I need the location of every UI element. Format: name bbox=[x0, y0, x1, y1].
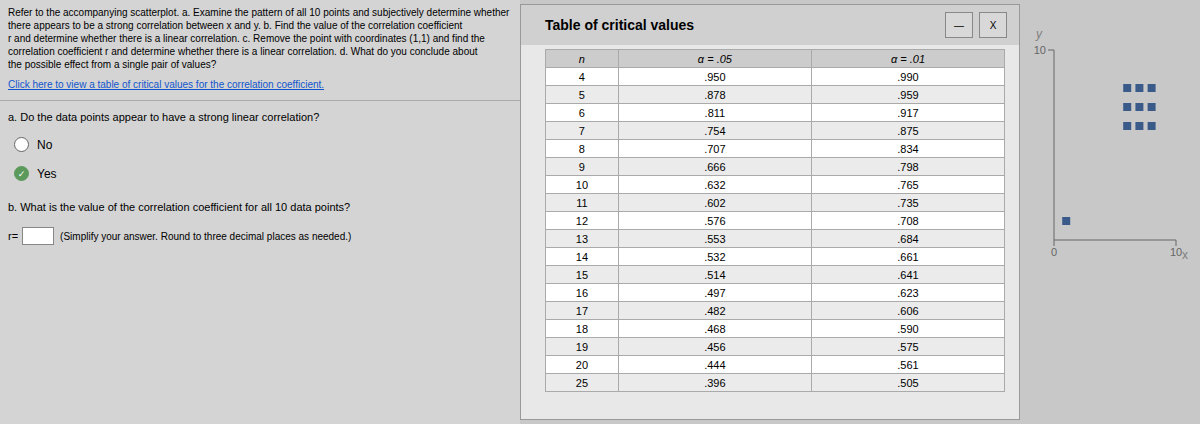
html-text:.602: .602 bbox=[704, 196, 726, 209]
html-text:.878: .878 bbox=[704, 88, 726, 101]
html-text:.834: .834 bbox=[897, 142, 919, 155]
html-text:4: 4 bbox=[578, 70, 585, 83]
html-text:10: 10 bbox=[575, 178, 588, 191]
html-text:.707: .707 bbox=[704, 142, 726, 155]
html-text:.684: .684 bbox=[897, 232, 919, 245]
html-text:X: X bbox=[989, 19, 997, 31]
html-text:.505: .505 bbox=[897, 376, 919, 389]
svg-text:y: y bbox=[1035, 27, 1043, 41]
html-text:.553: .553 bbox=[704, 232, 726, 245]
html-text:.606: .606 bbox=[897, 304, 919, 317]
html-text:.590: .590 bbox=[897, 322, 919, 335]
html-text:α = .05: α = .05 bbox=[697, 52, 732, 65]
html-text:.444: .444 bbox=[704, 358, 726, 371]
html-text:5: 5 bbox=[578, 88, 585, 101]
html-text:.875: .875 bbox=[897, 124, 919, 137]
html-text:.468: .468 bbox=[704, 322, 726, 335]
svg-text:x: x bbox=[1182, 248, 1188, 262]
html-text:.532: .532 bbox=[704, 250, 726, 263]
html-text:16: 16 bbox=[575, 286, 588, 299]
html-text:.917: .917 bbox=[897, 106, 919, 119]
html-text:.514: .514 bbox=[704, 268, 726, 281]
html-text:14: 14 bbox=[575, 250, 588, 263]
html-text:.666: .666 bbox=[704, 160, 726, 173]
html-text:Yes: Yes bbox=[37, 166, 57, 181]
html-text:(Simplify your answer. Round t: (Simplify your answer. Round to three de… bbox=[60, 230, 352, 242]
html-text:b. What is the value of the co: b. What is the value of the correlation … bbox=[8, 201, 351, 213]
html-text:7: 7 bbox=[578, 124, 585, 137]
html-text:.990: .990 bbox=[897, 70, 919, 83]
html-text:25: 25 bbox=[575, 376, 588, 389]
html-text:.623: .623 bbox=[897, 286, 919, 299]
html-text:.396: .396 bbox=[704, 376, 726, 389]
svg-text:10: 10 bbox=[1034, 44, 1046, 56]
html-text:20: 20 bbox=[575, 358, 588, 371]
html-text:.661: .661 bbox=[897, 250, 919, 263]
html-text:18: 18 bbox=[575, 322, 588, 335]
html-text:13: 13 bbox=[575, 232, 588, 245]
html-text:11: 11 bbox=[576, 196, 588, 209]
svg-text:0: 0 bbox=[1051, 246, 1057, 258]
html-text:19: 19 bbox=[575, 340, 588, 353]
html-text:.754: .754 bbox=[704, 124, 726, 137]
html-text:n: n bbox=[578, 52, 585, 65]
html-text:.798: .798 bbox=[897, 160, 919, 173]
html-text:.561: .561 bbox=[897, 358, 919, 371]
html-text:12: 12 bbox=[575, 214, 588, 227]
html-text:6: 6 bbox=[578, 106, 585, 119]
html-text:15: 15 bbox=[575, 268, 588, 281]
html-text:.811: .811 bbox=[704, 106, 726, 119]
html-text:α = .01: α = .01 bbox=[890, 52, 925, 65]
html-text:.575: .575 bbox=[897, 340, 919, 353]
html-text:.735: .735 bbox=[897, 196, 919, 209]
html-text:a. Do the data points appear t: a. Do the data points appear to have a s… bbox=[8, 111, 320, 123]
html-text:.576: .576 bbox=[704, 214, 726, 227]
html-text:17: 17 bbox=[575, 304, 588, 317]
html-text:.456: .456 bbox=[704, 340, 726, 353]
html-text:.765: .765 bbox=[897, 178, 919, 191]
html-text:.641: .641 bbox=[897, 268, 919, 281]
html-text:.959: .959 bbox=[897, 88, 919, 101]
html-text:.497: .497 bbox=[704, 286, 726, 299]
html-text:9: 9 bbox=[578, 160, 585, 173]
html-text:.950: .950 bbox=[704, 70, 726, 83]
svg-text:10: 10 bbox=[1170, 246, 1182, 258]
html-text:.632: .632 bbox=[704, 178, 726, 191]
html-text:.482: .482 bbox=[704, 304, 726, 317]
html-text:No: No bbox=[37, 137, 53, 152]
html-text:Click here to view a table of: Click here to view a table of critical v… bbox=[8, 79, 325, 90]
html-text:.708: .708 bbox=[897, 214, 919, 227]
html-text:the possible effect from a sin: the possible effect from a single pair o… bbox=[8, 59, 217, 70]
html-text:r=: r= bbox=[8, 230, 19, 242]
html-text:Table of critical values: Table of critical values bbox=[545, 17, 695, 33]
html-text:8: 8 bbox=[578, 142, 585, 155]
html-text:r and determine whether there: r and determine whether there is a linea… bbox=[8, 33, 485, 57]
html-text:Refer to the accompanying scat: Refer to the accompanying scatterplot. a… bbox=[8, 7, 510, 31]
